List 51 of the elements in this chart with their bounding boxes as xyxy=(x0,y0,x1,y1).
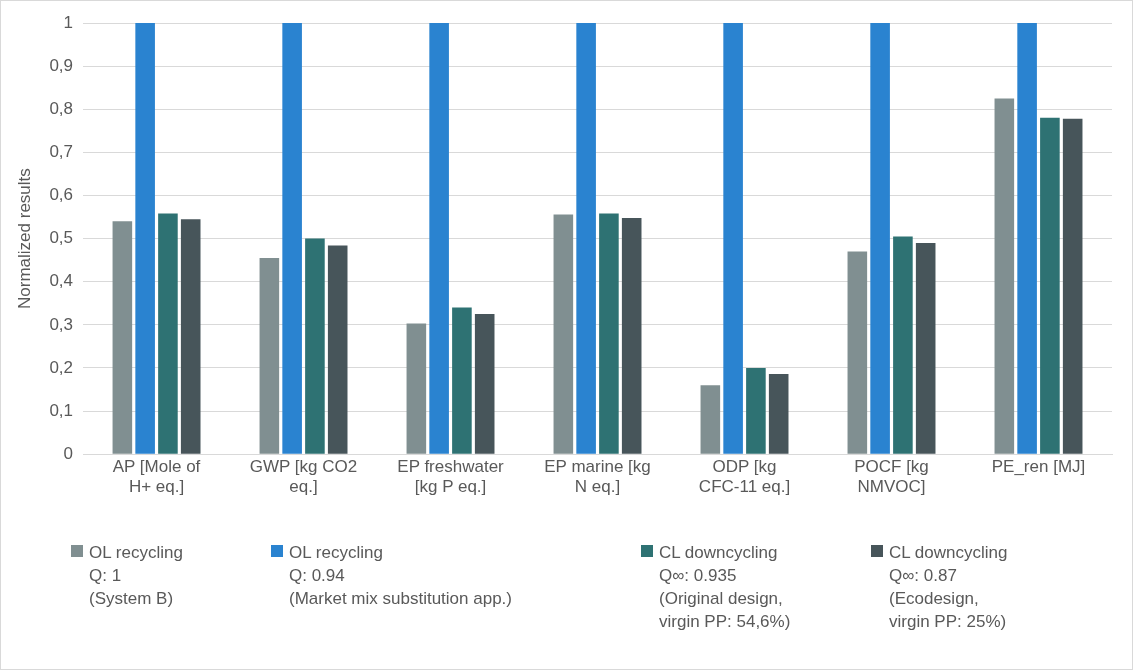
bar xyxy=(1062,118,1083,454)
x-tick-label: PE_ren [MJ] xyxy=(991,457,1086,477)
bar xyxy=(893,236,913,454)
bar xyxy=(746,367,766,454)
bar xyxy=(406,323,427,454)
bar xyxy=(915,242,936,454)
bar xyxy=(723,23,743,454)
legend-label: OL recycling Q: 1 (System B) xyxy=(89,542,183,610)
bar xyxy=(870,23,890,454)
bar xyxy=(553,214,574,454)
bar xyxy=(158,213,178,454)
y-tick-label: 0,5 xyxy=(49,228,74,248)
bar xyxy=(621,217,642,454)
bar xyxy=(282,23,302,454)
y-tick-label: 0 xyxy=(63,443,74,463)
bar xyxy=(112,221,133,454)
x-tick-label: POCF [kg NMVOC] xyxy=(854,457,929,497)
legend-label: OL recycling Q: 0.94 (Market mix substitution app.) xyxy=(289,542,512,610)
y-tick-label: 0,2 xyxy=(49,357,74,377)
x-tick-label: EP marine [kg N eq.] xyxy=(544,457,651,497)
bar xyxy=(599,213,619,454)
bar xyxy=(429,23,449,454)
y-tick-label: 0,9 xyxy=(49,55,74,75)
y-tick-label: 1 xyxy=(63,12,74,32)
bar xyxy=(135,23,155,454)
bar xyxy=(700,385,721,454)
x-tick-label: EP freshwater [kg P eq.] xyxy=(397,457,505,497)
y-tick-label: 0,4 xyxy=(49,271,74,291)
bar xyxy=(1017,23,1037,454)
legend-label: CL downcycling Q∞: 0.935 (Original design, virgin PP: 54,6%) xyxy=(659,542,791,633)
y-tick-label: 0,3 xyxy=(49,314,74,334)
bar xyxy=(474,314,495,454)
bar xyxy=(994,98,1015,454)
bar xyxy=(768,374,789,454)
bar xyxy=(452,307,472,454)
y-axis-title: Normalized results xyxy=(14,168,34,309)
bar xyxy=(1040,117,1060,454)
y-tick-label: 0,8 xyxy=(49,98,74,118)
bar xyxy=(576,23,596,454)
y-tick-label: 0,6 xyxy=(49,185,74,205)
bar xyxy=(847,251,868,454)
bar xyxy=(259,258,280,454)
bar xyxy=(327,245,348,454)
y-tick-label: 0,1 xyxy=(49,400,74,420)
x-tick-label: AP [Mole of H+ eq.] xyxy=(112,457,201,497)
bar xyxy=(180,219,201,454)
bar xyxy=(305,238,325,454)
x-tick-label: ODP [kg CFC-11 eq.] xyxy=(698,457,791,497)
y-tick-label: 0,7 xyxy=(49,142,74,162)
legend-label: CL downcycling Q∞: 0.87 (Ecodesign, virgin PP: 25%) xyxy=(889,542,1008,633)
x-tick-label: GWP [kg CO2 eq.] xyxy=(249,457,358,497)
